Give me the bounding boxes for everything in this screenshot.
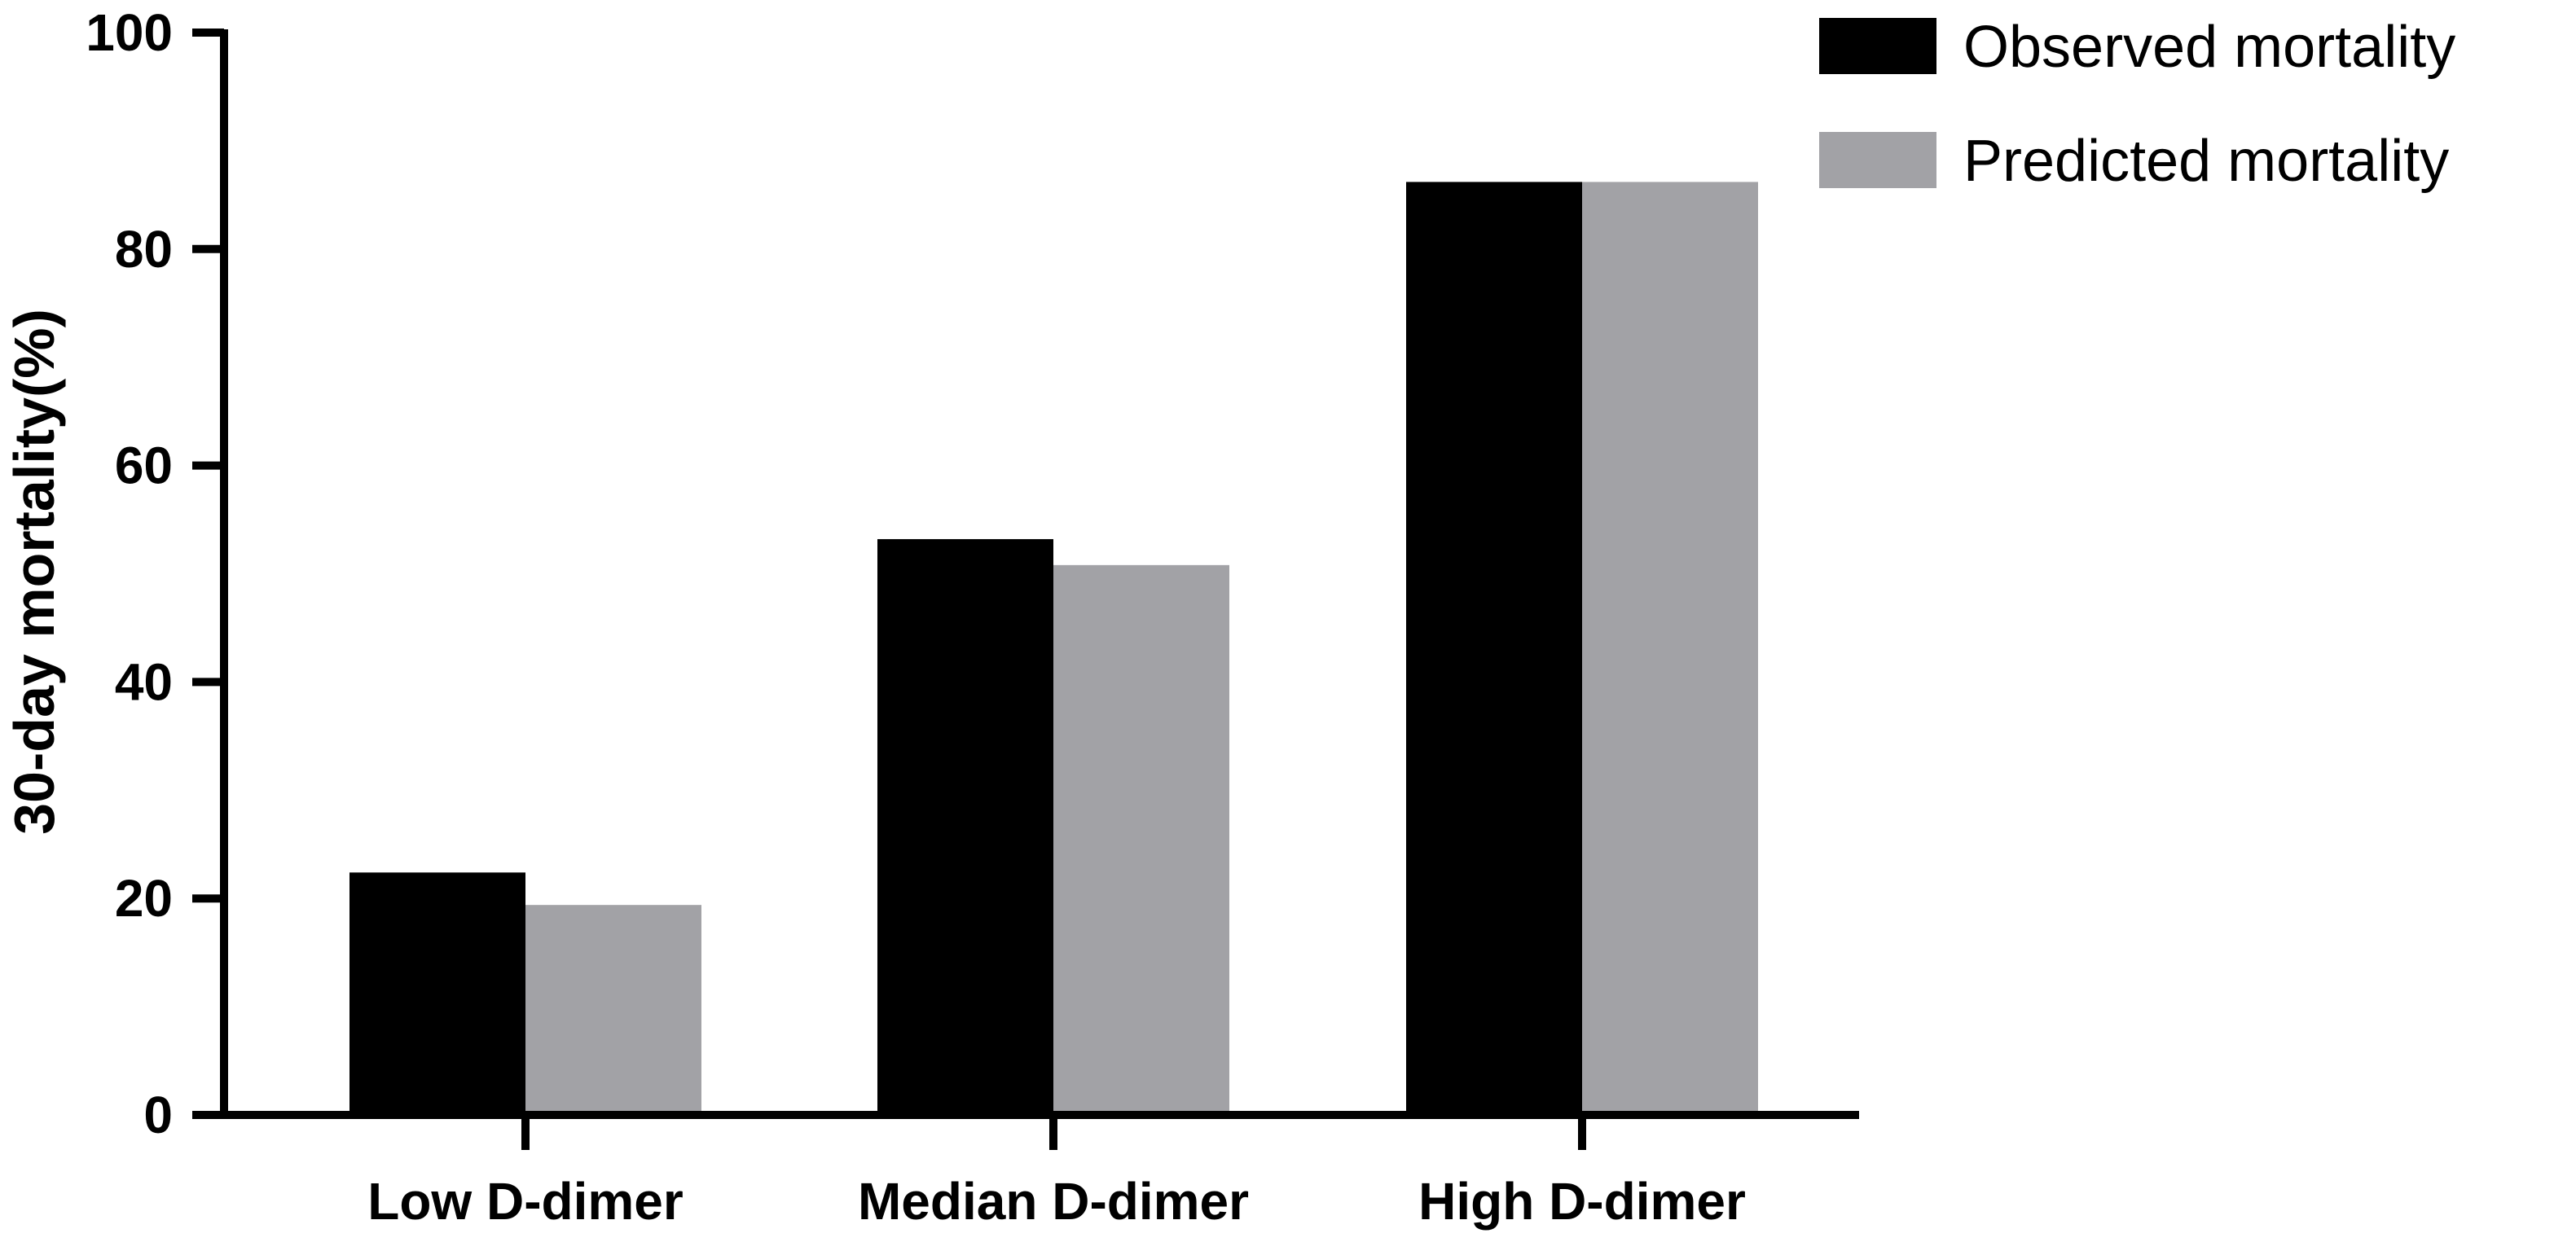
bar-observed-0 bbox=[349, 872, 525, 1115]
x-ticks-group: Low D-dimer Median D-dimer High D-dimer bbox=[367, 1115, 1746, 1231]
legend-swatch-predicted bbox=[1819, 132, 1936, 188]
bar-observed-2 bbox=[1406, 182, 1582, 1116]
y-tick-label: 60 bbox=[115, 437, 173, 495]
legend-label-observed: Observed mortality bbox=[1963, 15, 2455, 80]
y-tick-label: 0 bbox=[143, 1086, 173, 1144]
y-tick-label: 100 bbox=[86, 3, 173, 62]
x-category-label: Low D-dimer bbox=[367, 1172, 684, 1231]
x-category-label: Median D-dimer bbox=[858, 1172, 1249, 1231]
y-ticks-group: 0 20 40 60 80 100 bbox=[86, 3, 224, 1144]
y-axis-title: 30-day mortality(%) bbox=[2, 309, 66, 835]
x-category-label: High D-dimer bbox=[1418, 1172, 1746, 1231]
bar-observed-1 bbox=[877, 538, 1053, 1115]
bar-predicted-1 bbox=[1053, 564, 1229, 1115]
legend-label-predicted: Predicted mortality bbox=[1963, 129, 2449, 194]
y-tick-label: 40 bbox=[115, 652, 173, 711]
legend: Observed mortality Predicted mortality bbox=[1819, 15, 2455, 194]
legend-swatch-observed bbox=[1819, 18, 1936, 74]
bars-group bbox=[349, 182, 1758, 1116]
y-tick-label: 20 bbox=[115, 869, 173, 928]
bar-predicted-2 bbox=[1582, 182, 1758, 1116]
y-tick-label: 80 bbox=[115, 220, 173, 279]
bar-predicted-0 bbox=[525, 905, 701, 1115]
